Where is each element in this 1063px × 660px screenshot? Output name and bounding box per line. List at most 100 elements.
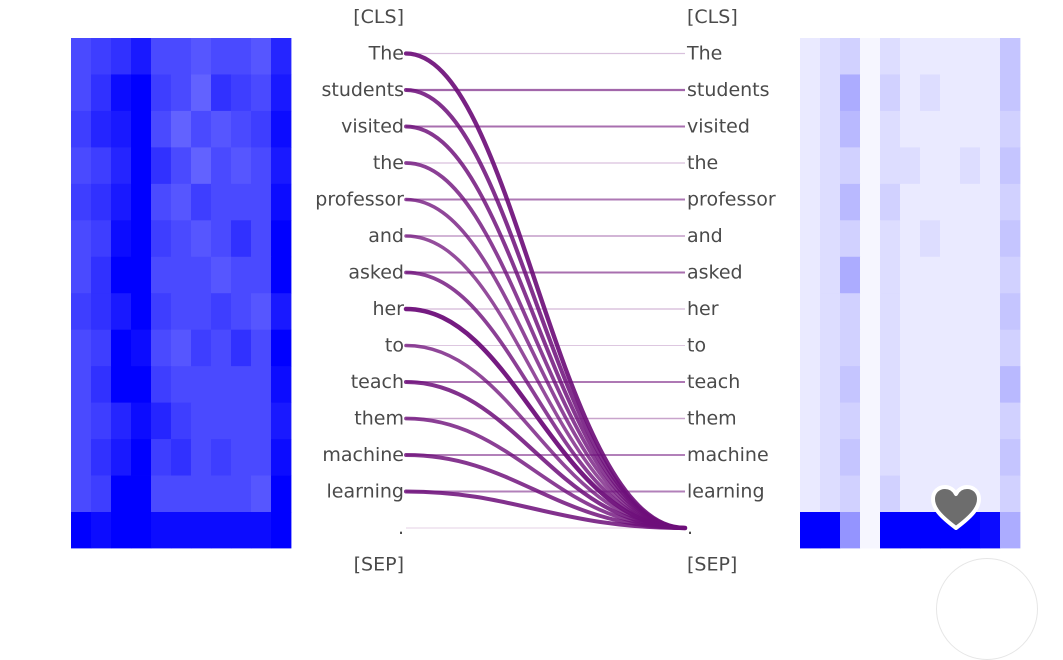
left-token[interactable]: them [354, 408, 404, 430]
heatmap-cell [980, 74, 1001, 112]
heatmap-cell [191, 475, 212, 513]
left-token[interactable]: machine [322, 444, 404, 466]
left-token[interactable]: [SEP] [354, 554, 404, 576]
heatmap-cell [1000, 439, 1021, 476]
heatmap-cell [251, 38, 272, 75]
left-token[interactable]: professor [315, 189, 404, 211]
left-token[interactable]: her [372, 298, 404, 320]
heatmap-cell [231, 366, 252, 404]
right-token[interactable]: professor [687, 189, 776, 211]
heatmap-cell [860, 439, 881, 476]
right-token[interactable]: the [687, 152, 718, 174]
heatmap-cell [271, 329, 292, 367]
heatmap-cell [940, 110, 961, 148]
right-token[interactable]: . [687, 517, 693, 539]
heatmap-cell [251, 220, 272, 258]
heatmap-cell [171, 38, 192, 75]
heatmap-cell [800, 293, 821, 331]
heatmap-cell [920, 38, 941, 75]
right-token[interactable]: machine [687, 444, 769, 466]
heatmap-cell [800, 74, 821, 112]
heatmap-cell [960, 220, 981, 258]
heatmap-cell [920, 329, 941, 367]
left-token[interactable]: . [398, 517, 404, 539]
right-token[interactable]: and [687, 225, 723, 247]
heatmap-cell [820, 110, 841, 148]
left-token[interactable]: asked [348, 262, 404, 284]
heatmap-cell [820, 475, 841, 513]
heatmap-cell [91, 183, 112, 221]
heatmap-cell [91, 74, 112, 112]
left-token[interactable]: learning [326, 481, 404, 503]
heatmap-cell [191, 183, 212, 221]
right-token[interactable]: The [686, 43, 722, 65]
heatmap-cell [800, 366, 821, 404]
left-token[interactable]: the [373, 152, 404, 174]
heatmap-cell [840, 256, 861, 294]
heatmap-cell [211, 366, 232, 404]
heatmap-cell [151, 110, 172, 148]
heatmap-cell [71, 439, 92, 476]
heatmap-cell [211, 110, 232, 148]
right-token[interactable]: visited [687, 116, 750, 138]
heatmap-cell [131, 512, 152, 549]
heatmap-cell [860, 329, 881, 367]
heatmap-cell [191, 256, 212, 294]
attention-curve [403, 51, 688, 531]
heatmap-cell [71, 110, 92, 148]
heatmap-cell [251, 147, 272, 185]
heatmap-cell [800, 329, 821, 367]
heatmap-cell [880, 220, 901, 258]
heatmap-cell [111, 110, 132, 148]
right-token[interactable]: her [687, 298, 719, 320]
right-token[interactable]: [CLS] [687, 6, 738, 28]
heatmap-cell [151, 439, 172, 476]
right-token[interactable]: students [687, 79, 770, 101]
left-token[interactable]: [CLS] [353, 6, 404, 28]
heatmap-cell [171, 74, 192, 112]
heatmap-cell [980, 110, 1001, 148]
left-token[interactable]: students [321, 79, 404, 101]
heatmap-cell [111, 147, 132, 185]
left-token[interactable]: teach [351, 371, 404, 393]
heatmap-cell [800, 147, 821, 185]
heatmap-cell [840, 38, 861, 75]
heatmap-cell [191, 38, 212, 75]
right-token[interactable]: asked [687, 262, 743, 284]
heatmap-cell [880, 439, 901, 476]
left-token[interactable]: to [385, 335, 404, 357]
right-token[interactable]: to [687, 335, 706, 357]
heatmap-cell [1000, 183, 1021, 221]
heatmap-cell [800, 475, 821, 513]
left-token[interactable]: and [368, 225, 404, 247]
heatmap-cell [840, 293, 861, 331]
heatmap-cell [840, 74, 861, 112]
heatmap-cell [91, 402, 112, 440]
heatmap-cell [1000, 256, 1021, 294]
heatmap-cell [131, 329, 152, 367]
heatmap-cell [800, 38, 821, 75]
heart-icon[interactable] [930, 484, 982, 532]
right-token[interactable]: learning [687, 481, 765, 503]
right-token[interactable]: them [687, 408, 737, 430]
heatmap-cell [111, 38, 132, 75]
heatmap-cell [980, 183, 1001, 221]
heatmap-cell [940, 402, 961, 440]
round-action-button[interactable] [936, 558, 1038, 660]
left-token[interactable]: visited [341, 116, 404, 138]
heatmap-cell [231, 110, 252, 148]
heatmap-cell [860, 366, 881, 404]
right-token[interactable]: teach [687, 371, 740, 393]
heatmap-cell [211, 147, 232, 185]
heatmap-cell [800, 220, 821, 258]
heatmap-cell [880, 293, 901, 331]
heatmap-cell [91, 220, 112, 258]
heatmap-cell [800, 439, 821, 476]
left-token[interactable]: The [368, 43, 404, 65]
heatmap-cell [960, 329, 981, 367]
heatmap-cell [251, 110, 272, 148]
right-token[interactable]: [SEP] [687, 554, 737, 576]
heatmap-cell [171, 402, 192, 440]
heatmap-cell [231, 512, 252, 549]
heatmap-cell [171, 256, 192, 294]
